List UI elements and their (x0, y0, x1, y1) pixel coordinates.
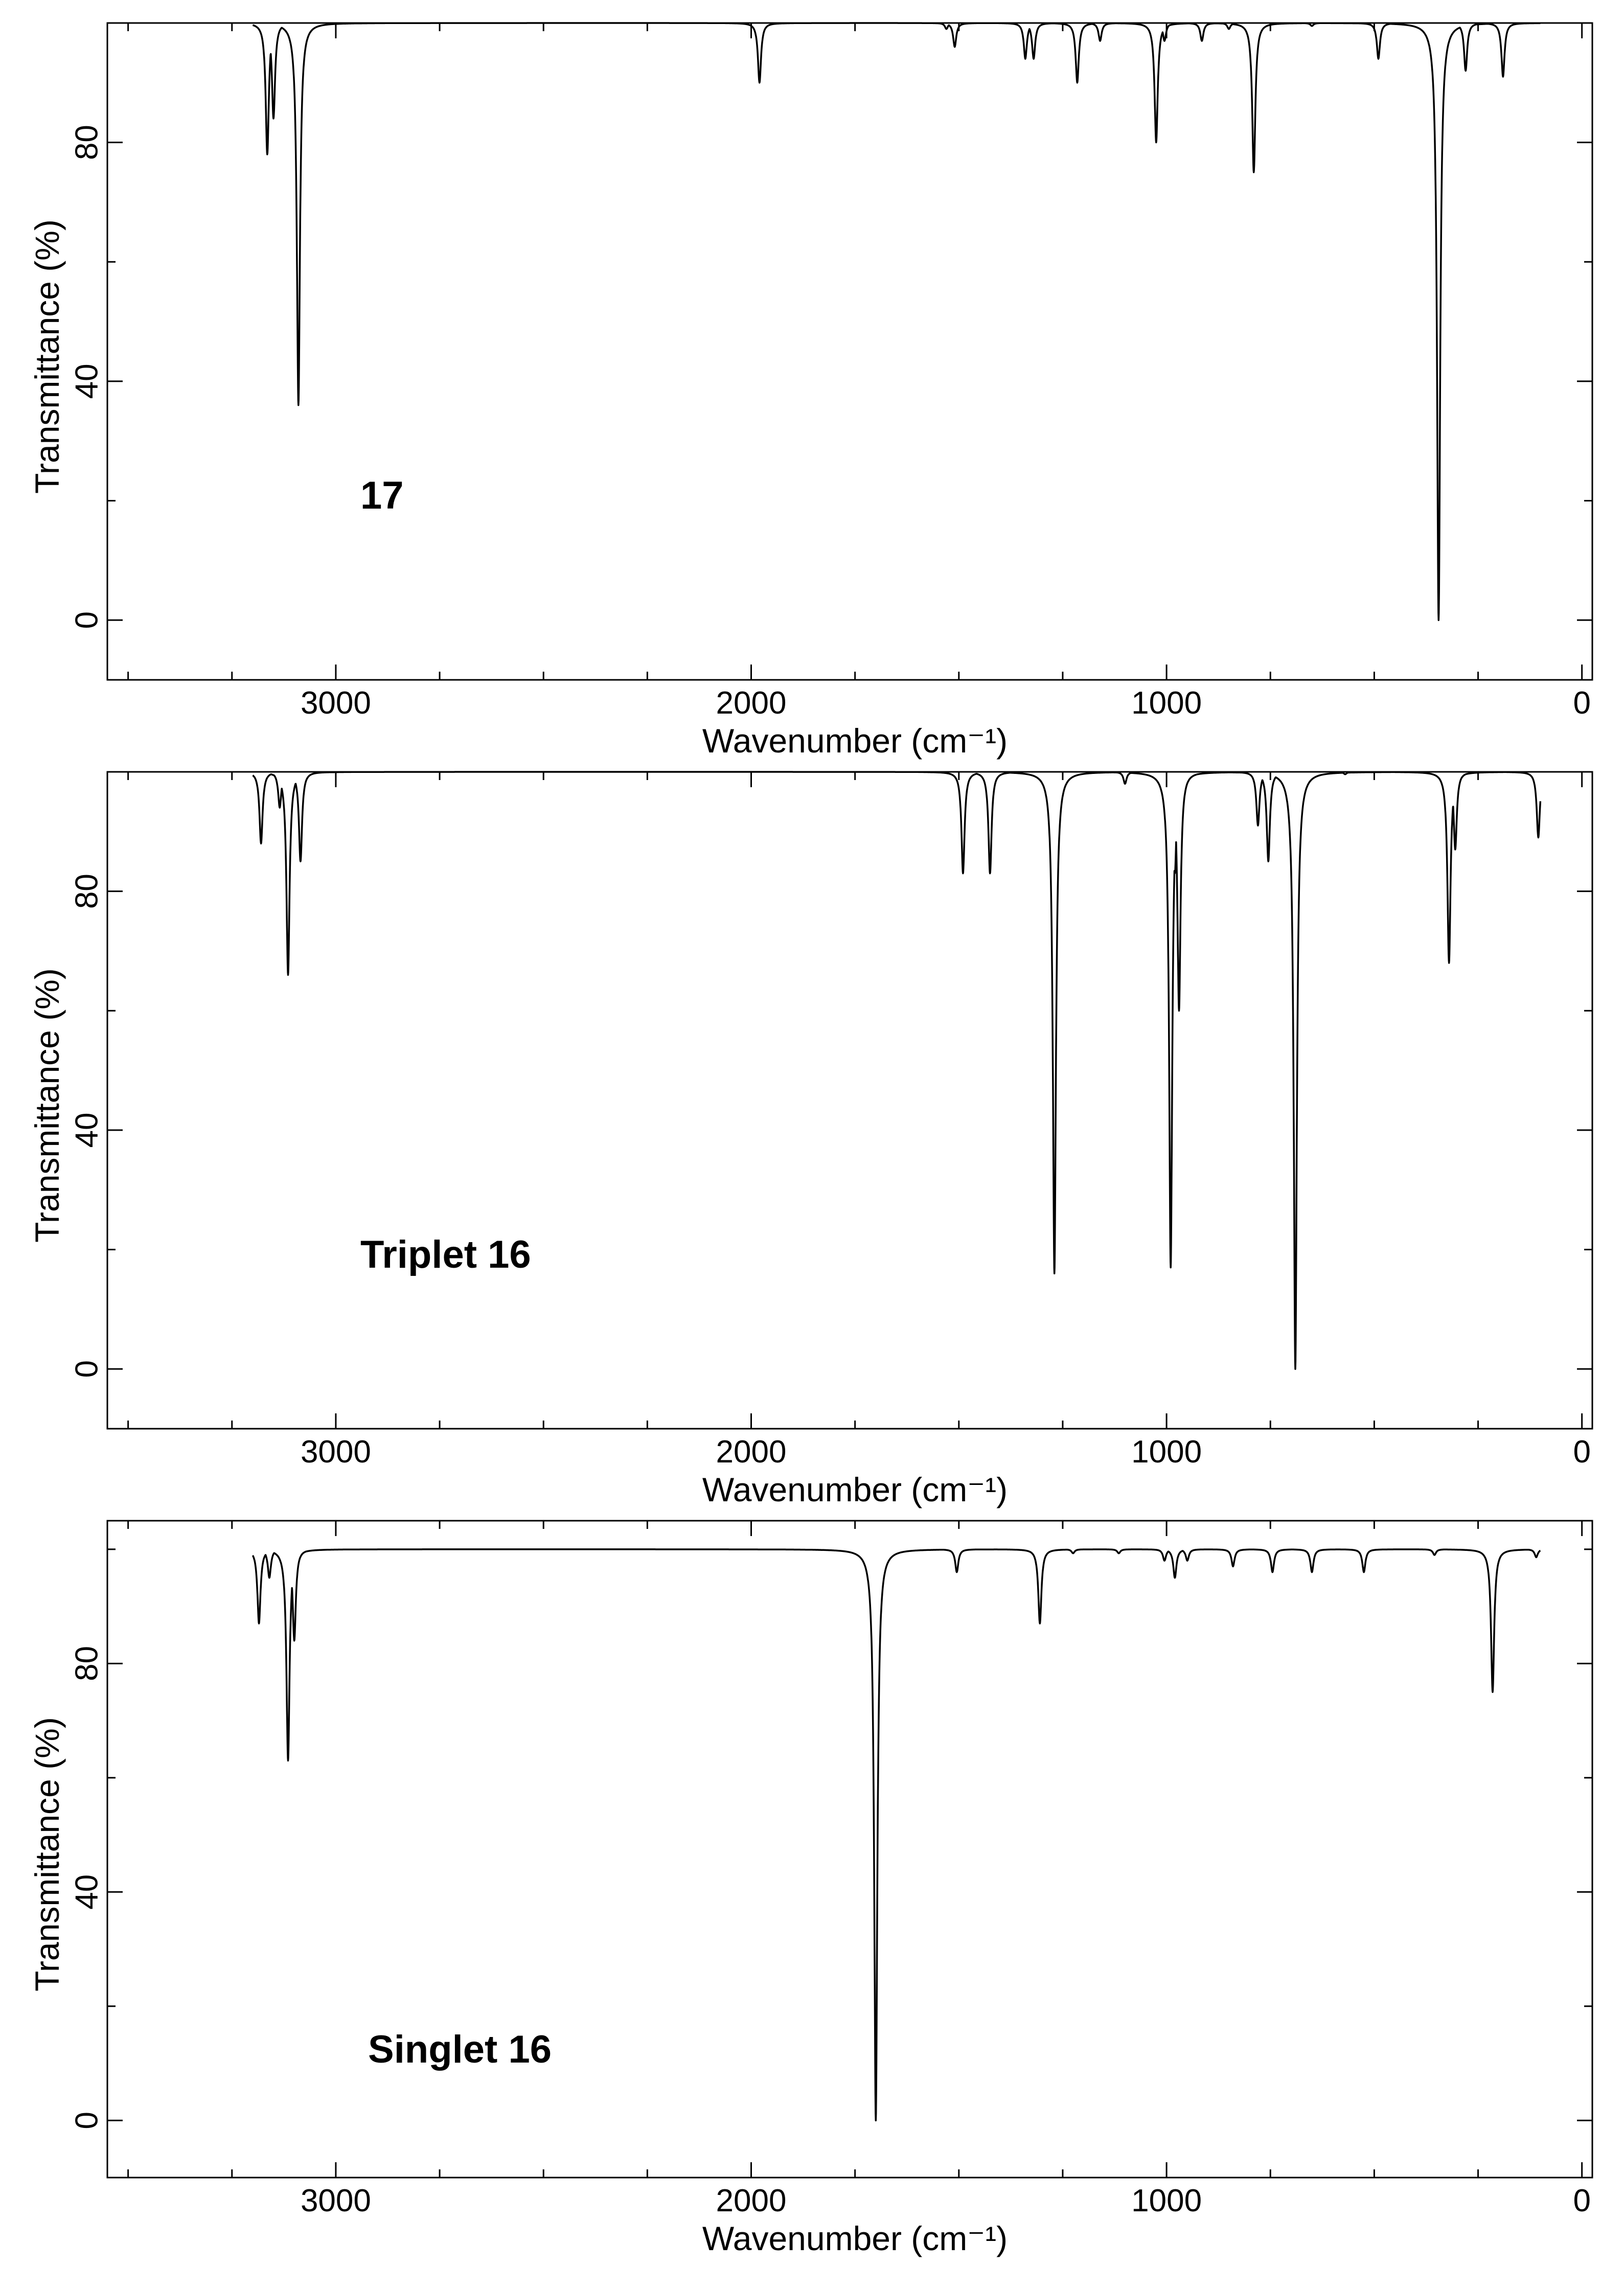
y-tick-label-80: 80 (70, 874, 105, 909)
panel-annotation: Singlet 16 (368, 2028, 552, 2071)
y-axis-title: Transmittance (%) (28, 219, 66, 494)
y-axis-title: Transmittance (%) (28, 1717, 66, 1992)
x-tick-label-2000: 2000 (716, 685, 787, 721)
y-tick-label-80: 80 (70, 125, 105, 160)
x-tick-label-0: 0 (1573, 685, 1590, 721)
x-axis-title: Wavenumber (cm⁻¹) (702, 2219, 1008, 2257)
y-tick-label-40: 40 (70, 363, 105, 399)
x-tick-label-3000: 3000 (301, 685, 371, 721)
axis-ticks (107, 771, 1592, 1429)
axis-ticks (107, 22, 1592, 680)
spectrum-line-triplet-16 (252, 771, 1542, 1370)
x-tick-label-2000: 2000 (716, 1434, 787, 1470)
plot-frame (106, 1520, 1593, 2179)
x-tick-label-0: 0 (1573, 1434, 1590, 1470)
y-axis-title: Transmittance (%) (28, 968, 66, 1243)
panel-annotation: Triplet 16 (360, 1233, 531, 1276)
x-tick-label-1000: 1000 (1131, 1434, 1202, 1470)
x-tick-label-1000: 1000 (1131, 2183, 1202, 2218)
x-tick-label-3000: 3000 (301, 2183, 371, 2218)
x-tick-label-3000: 3000 (301, 1434, 371, 1470)
spectrum-panel-triplet-16: 3000 2000 1000 0 0 40 80 Wavenumber (cm⁻… (28, 771, 1593, 1508)
y-tick-label-0: 0 (70, 611, 105, 629)
spectrum-line-singlet-16 (251, 1548, 1541, 2122)
x-axis-title: Wavenumber (cm⁻¹) (702, 1471, 1008, 1508)
x-tick-label-0: 0 (1573, 2183, 1590, 2218)
spectrum-panel-singlet-16: 3000 2000 1000 0 0 40 80 Wavenumber (cm⁻… (28, 1520, 1593, 2257)
y-tick-label-0: 0 (70, 2112, 105, 2129)
y-tick-label-80: 80 (70, 1646, 105, 1681)
plot-frame (106, 771, 1593, 1430)
y-tick-label-0: 0 (70, 1360, 105, 1378)
x-tick-label-1000: 1000 (1131, 685, 1202, 721)
y-tick-label-40: 40 (70, 1112, 105, 1148)
x-tick-label-2000: 2000 (716, 2183, 787, 2218)
plot-frame (106, 22, 1593, 681)
spectrum-panel-17: 3000 2000 1000 0 0 40 80 Wavenumber (cm⁻… (28, 22, 1593, 760)
y-tick-label-40: 40 (70, 1874, 105, 1910)
x-axis-title: Wavenumber (cm⁻¹) (702, 722, 1008, 760)
axis-ticks (107, 1521, 1592, 2178)
panel-annotation: 17 (360, 474, 404, 517)
spectrum-line-17 (252, 22, 1541, 621)
